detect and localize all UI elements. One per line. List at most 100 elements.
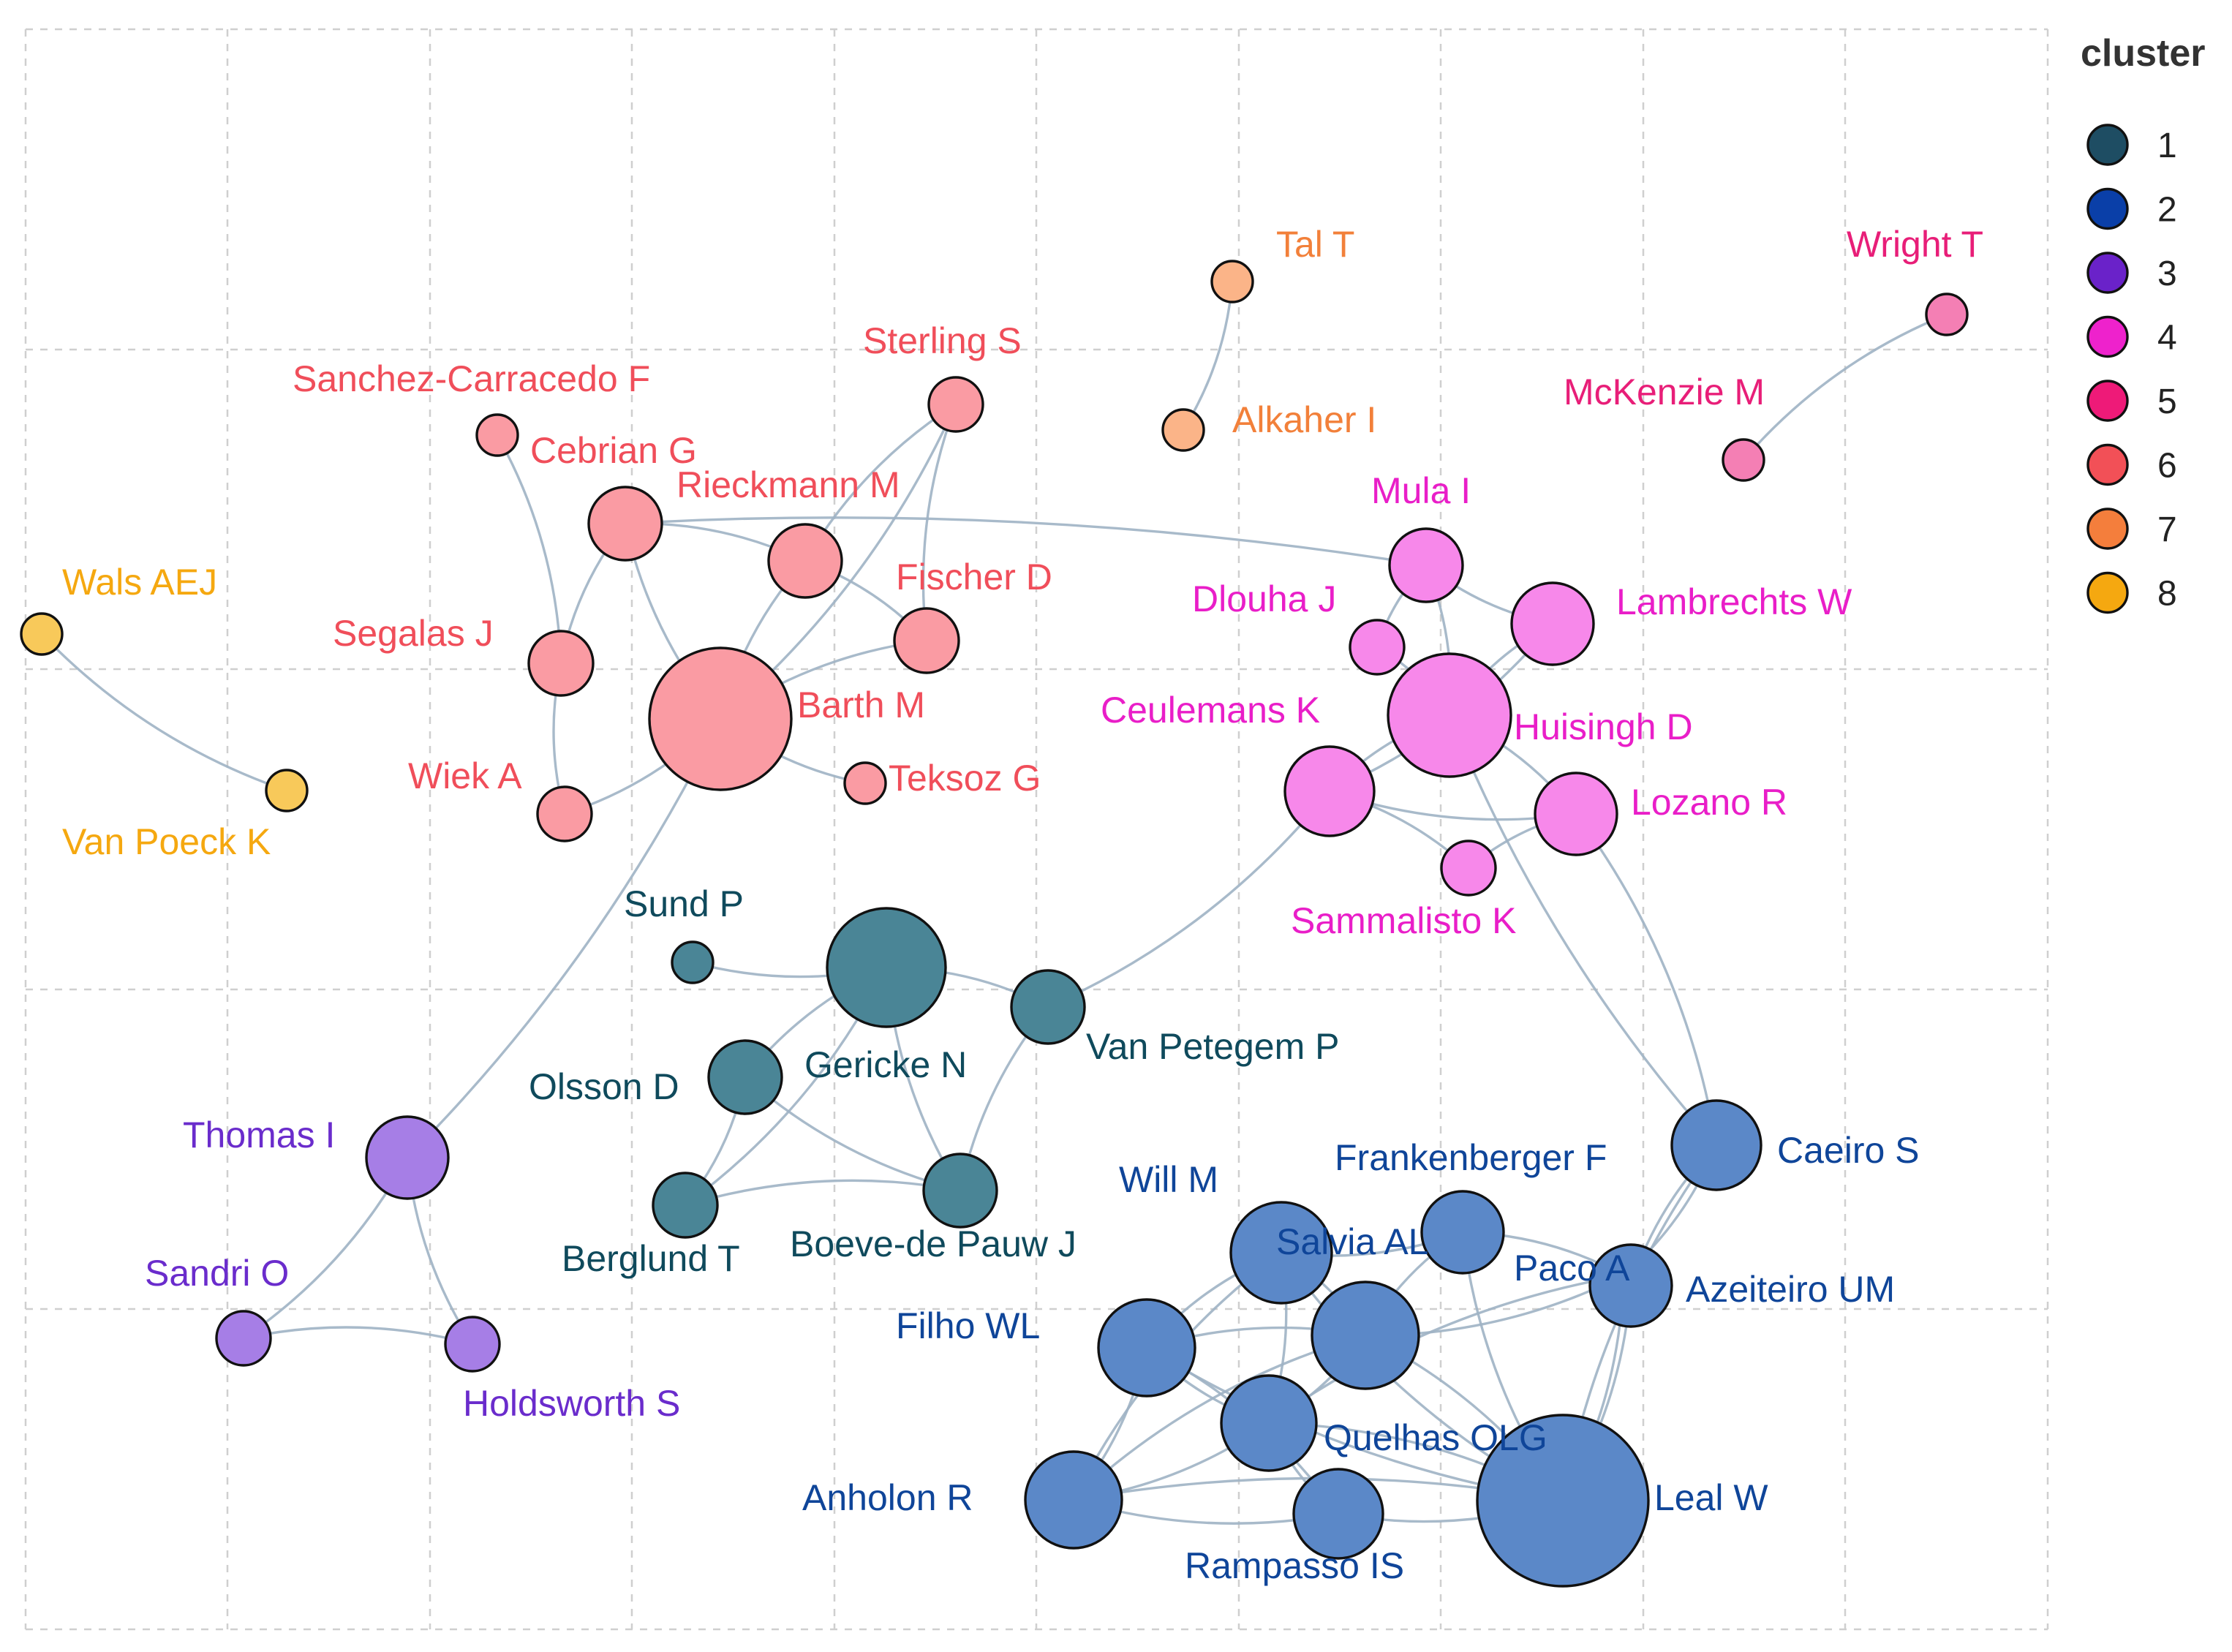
node-wiek[interactable] xyxy=(536,785,593,842)
node-mckenzie[interactable] xyxy=(1722,438,1765,482)
legend-label-2: 2 xyxy=(2157,191,2177,230)
edge-berglund-boeve xyxy=(685,1179,961,1207)
node-sterling[interactable] xyxy=(927,376,984,433)
node-labels: Wals AEJ Van Poeck K Tal T Alkaher I Wright … xyxy=(62,224,1983,1586)
node-label-paco: Paco A xyxy=(1514,1248,1630,1289)
legend-swatch-1 xyxy=(2086,124,2129,166)
legend-label-8: 8 xyxy=(2157,575,2177,614)
legend-label-7: 7 xyxy=(2157,510,2177,549)
node-label-wright: Wright T xyxy=(1847,224,1983,265)
cluster-legend: cluster 1 2 3 4 5 6 7 8 xyxy=(2081,32,2206,614)
node-label-anholon: Anholon R xyxy=(802,1477,973,1518)
node-anholon[interactable] xyxy=(1024,1450,1123,1550)
node-caeiro[interactable] xyxy=(1670,1099,1762,1191)
node-will[interactable] xyxy=(1229,1201,1333,1305)
node-label-boeve: Boeve-de Pauw J xyxy=(790,1223,1077,1264)
node-label-sanchez: Sanchez-Carracedo F xyxy=(293,358,650,399)
node-label-berglund: Berglund T xyxy=(562,1238,740,1279)
node-label-wiek: Wiek A xyxy=(408,755,522,796)
legend-swatch-4 xyxy=(2086,315,2129,358)
node-wals[interactable] xyxy=(20,612,64,656)
node-label-rieckmann: Rieckmann M xyxy=(676,464,900,505)
node-sanchez[interactable] xyxy=(475,413,519,457)
node-label-quelhas: Quelhas OLG xyxy=(1324,1417,1547,1458)
node-label-gericke: Gericke N xyxy=(804,1044,967,1085)
node-vanpoeck[interactable] xyxy=(265,769,309,812)
node-label-filho: Filho WL xyxy=(896,1305,1040,1346)
node-lozano[interactable] xyxy=(1534,772,1618,856)
node-vanpetegem[interactable] xyxy=(1010,969,1086,1045)
node-gericke[interactable] xyxy=(826,907,947,1028)
legend-label-5: 5 xyxy=(2157,382,2177,421)
node-quelhas[interactable] xyxy=(1220,1374,1318,1472)
legend-swatch-8 xyxy=(2086,571,2129,614)
node-label-lambrechts: Lambrechts W xyxy=(1616,581,1852,622)
node-azeiteiro[interactable] xyxy=(1588,1243,1673,1328)
node-sund[interactable] xyxy=(671,940,715,984)
node-sandri[interactable] xyxy=(215,1310,272,1367)
edge-quelhas-paco xyxy=(1268,1274,1624,1425)
node-sammalisto[interactable] xyxy=(1440,840,1497,897)
node-label-sandri: Sandri O xyxy=(145,1253,289,1294)
edge-barth-thomas xyxy=(406,718,722,1159)
node-label-olsson: Olsson D xyxy=(529,1066,679,1107)
node-holdsworth[interactable] xyxy=(444,1316,501,1373)
node-label-frankenberger: Frankenberger F xyxy=(1335,1137,1607,1178)
edge-cebrian-mula xyxy=(625,516,1427,567)
node-wright[interactable] xyxy=(1925,293,1969,336)
node-teksoz[interactable] xyxy=(843,761,887,805)
node-tal[interactable] xyxy=(1210,260,1254,303)
node-filho[interactable] xyxy=(1097,1298,1196,1398)
network-nodes xyxy=(20,260,1969,1588)
node-huisingh[interactable] xyxy=(1387,652,1512,778)
node-segalas[interactable] xyxy=(527,630,595,697)
legend-swatch-2 xyxy=(2086,187,2129,230)
edge-huisingh-caeiro xyxy=(1448,714,1718,1147)
legend-label-4: 4 xyxy=(2157,319,2177,358)
node-label-segalas: Segalas J xyxy=(333,613,494,654)
node-label-azeiteiro: Azeiteiro UM xyxy=(1686,1269,1895,1310)
edge-tal-alkaher xyxy=(1182,281,1234,431)
node-label-thomas: Thomas I xyxy=(183,1114,335,1155)
node-berglund[interactable] xyxy=(652,1172,719,1239)
node-label-lozano: Lozano R xyxy=(1631,782,1787,823)
node-olsson[interactable] xyxy=(707,1039,783,1115)
node-fischer[interactable] xyxy=(893,607,960,674)
legend-title: cluster xyxy=(2081,32,2206,75)
node-label-fischer: Fischer D xyxy=(896,557,1052,597)
node-salvia[interactable] xyxy=(1311,1281,1420,1390)
node-label-teksoz: Teksoz G xyxy=(889,758,1041,799)
node-label-mckenzie: McKenzie M xyxy=(1564,371,1765,412)
node-label-sammalisto: Sammalisto K xyxy=(1291,900,1516,941)
node-label-rampasso: Rampasso IS xyxy=(1185,1545,1404,1586)
node-mula[interactable] xyxy=(1388,527,1464,603)
node-cebrian[interactable] xyxy=(587,486,663,562)
node-barth[interactable] xyxy=(648,646,793,791)
node-label-vanpetegem: Van Petegem P xyxy=(1086,1026,1340,1067)
legend-label-3: 3 xyxy=(2157,254,2177,293)
node-label-salvia: Salvia AL xyxy=(1276,1221,1428,1262)
node-alkaher[interactable] xyxy=(1161,408,1205,452)
node-label-sund: Sund P xyxy=(624,883,744,924)
edge-lozano-caeiro xyxy=(1575,812,1718,1146)
node-label-lealw: Leal W xyxy=(1654,1477,1768,1518)
legend-swatch-6 xyxy=(2086,443,2129,486)
node-label-holdsworth: Holdsworth S xyxy=(463,1383,680,1424)
plot-grid xyxy=(24,28,2049,1631)
node-ceulemans[interactable] xyxy=(1283,745,1376,837)
node-label-alkaher: Alkaher I xyxy=(1232,399,1376,440)
node-label-dlouha: Dlouha J xyxy=(1192,578,1336,619)
node-lambrechts[interactable] xyxy=(1510,581,1595,666)
node-label-will: Will M xyxy=(1119,1159,1218,1200)
node-frankenberger[interactable] xyxy=(1420,1190,1505,1275)
legend-label-1: 1 xyxy=(2157,127,2177,165)
node-rampasso[interactable] xyxy=(1292,1468,1384,1560)
node-lealw[interactable] xyxy=(1476,1414,1650,1588)
node-label-vanpoeck: Van Poeck K xyxy=(62,821,271,862)
node-thomas[interactable] xyxy=(365,1115,450,1200)
node-dlouha[interactable] xyxy=(1349,619,1406,676)
legend-swatch-3 xyxy=(2086,252,2129,294)
node-boeve[interactable] xyxy=(922,1153,998,1229)
node-rieckmann[interactable] xyxy=(767,523,843,599)
node-label-caeiro: Caeiro S xyxy=(1777,1130,1920,1171)
